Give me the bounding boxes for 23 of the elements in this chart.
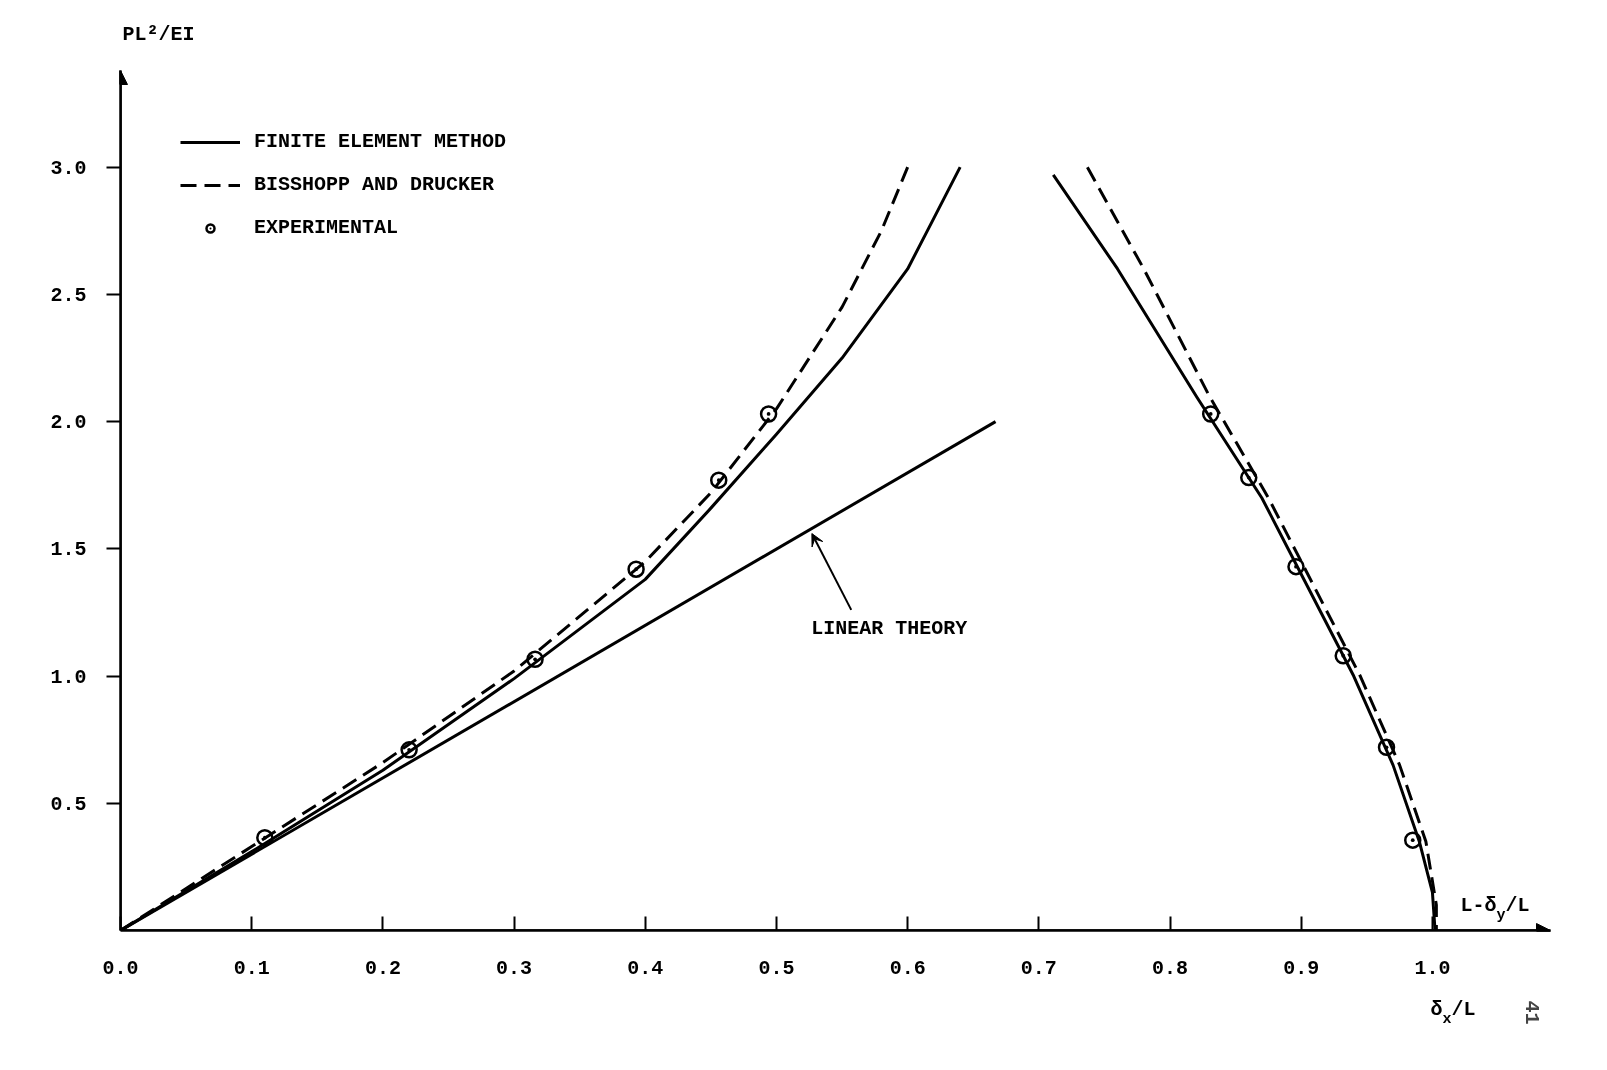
y-tick-label: 1.0: [50, 665, 87, 689]
y-tick-label: 3.0: [50, 156, 87, 180]
x-tick-label: 0.1: [233, 956, 270, 980]
y-tick-label: 0.5: [50, 792, 87, 816]
x-tick-label: 0.0: [102, 956, 139, 980]
text: 41: [1519, 1000, 1543, 1025]
x-tick-label: 0.4: [627, 956, 664, 980]
annotation: LINEAR THEORY: [811, 616, 968, 640]
y-axis-title: PL²/EI: [122, 22, 195, 46]
x-tick-label: 0.6: [889, 956, 926, 980]
legend-label: BISSHOPP AND DRUCKER: [254, 173, 495, 196]
y-tick-label: 2.5: [50, 283, 87, 307]
x-tick-label: 1.0: [1414, 956, 1451, 980]
x-tick-label: 0.9: [1283, 956, 1320, 980]
x-tick-label: 0.2: [364, 956, 401, 980]
y-tick-label: 1.5: [50, 538, 87, 562]
x-tick-label: 0.7: [1020, 956, 1057, 980]
legend-label: FINITE ELEMENT METHOD: [254, 130, 507, 153]
x-tick-label: 0.3: [496, 956, 533, 980]
y-tick-label: 2.0: [50, 411, 87, 435]
x-tick-label: 0.5: [758, 956, 795, 980]
legend-label: EXPERIMENTAL: [254, 216, 399, 239]
x-tick-label: 0.8: [1152, 956, 1189, 980]
